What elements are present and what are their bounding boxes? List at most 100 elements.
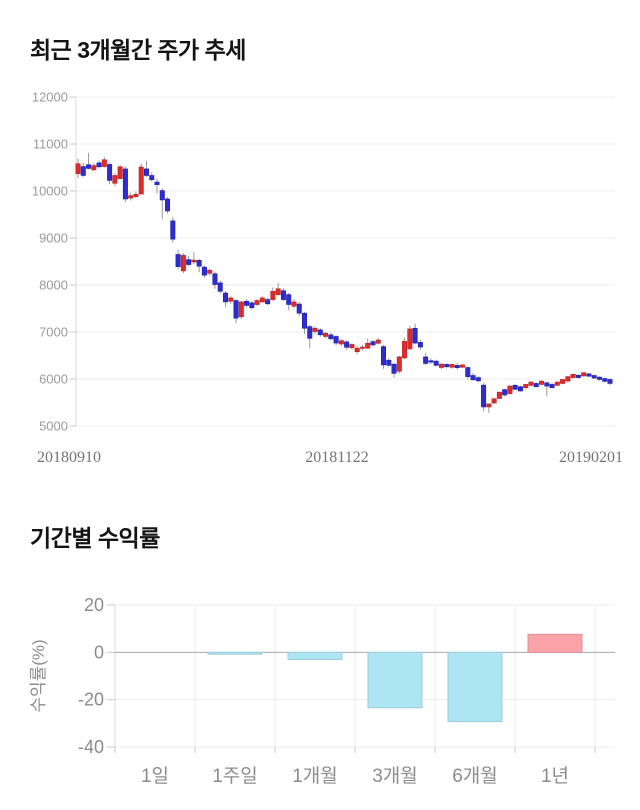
x-date-label: 20180910 [37,449,101,466]
candle-down [212,273,218,285]
candle-down [333,336,339,344]
candle-down [328,334,334,340]
return-bar-negative [367,651,423,709]
candle-down [107,164,113,181]
candle-up [565,376,571,382]
candle-up [407,328,413,350]
candle-up [507,385,513,394]
candle-up [402,341,408,359]
candle-up [365,342,371,349]
candle-up [338,340,344,345]
candle-up [138,166,144,195]
candle-up [228,297,234,302]
returns-bar-chart: 20 0 -20 -40 1일 1주일 1개월 3개월 6개월 1년 수익률(%) [29,595,615,787]
candle-up [101,159,107,167]
category-label: 3개월 [372,765,418,787]
return-bar-negative [207,651,263,655]
candle-up [117,166,123,179]
candle-up [191,259,197,263]
candle-up [438,363,444,368]
candle-down [596,376,602,380]
y-tick-label: 11000 [33,137,68,152]
candle-down [165,198,171,212]
category-label: 6개월 [452,765,498,787]
candle-down [428,360,434,363]
candle-down [307,326,313,339]
candle-down [607,379,613,384]
candle-up [112,175,118,184]
candle-down [222,292,228,303]
candle-down [143,168,149,176]
candle-down [512,385,518,390]
candle-down [244,300,250,306]
candle-up [275,288,281,295]
candle-up [180,255,186,272]
candle-down [186,259,192,265]
returns-chart-title: 기간별 수익률 [30,525,160,551]
candle-up [396,356,402,372]
candle-down [296,303,302,314]
candle-up [133,193,139,197]
candle-down [602,378,608,382]
candle-down [159,190,165,201]
category-label: 1개월 [292,765,338,787]
candle-up [128,195,134,199]
category-label: 1주일 [212,765,258,787]
candle-up [238,301,244,318]
y-tick-label: 5000 [39,419,68,434]
candle-up [570,373,576,378]
candle-down [475,377,481,382]
candle-down [433,360,439,366]
candle-up [554,381,560,386]
candle-up [460,364,466,368]
candle-down [80,166,86,176]
candle-down [170,220,176,240]
y-tick-label: 8000 [39,278,68,293]
candle-down [280,290,286,300]
candle-down [465,367,471,377]
y-tick-label: 10000 [32,184,68,199]
candle-up [523,384,529,388]
candle-up [560,379,566,384]
y-axis-title: 수익률(%) [29,639,48,712]
category-label: 1일 [141,765,169,787]
category-label: 1년 [541,765,569,787]
candle-down [481,384,487,408]
candle-down [586,373,592,377]
candle-down [412,327,418,344]
candle-up [207,269,213,274]
candle-down [470,375,476,381]
y-tick-label: 0 [94,642,104,662]
return-bar-negative [287,651,343,660]
candle-up [254,300,260,305]
candle-down [533,383,539,388]
candle-down [517,386,523,392]
candle-up [496,391,502,399]
candle-down [233,300,239,319]
candle-down [149,175,155,181]
candle-down [86,164,92,169]
y-tick-label: -40 [78,737,104,757]
candle-up [312,327,318,332]
candle-down [96,162,102,168]
candle-up [375,339,381,344]
candle-down [175,254,181,267]
candle-up [259,297,265,303]
candle-down [154,181,160,185]
candle-up [359,346,365,349]
candle-down [417,342,423,348]
candle-up [323,332,329,337]
candle-down [286,294,292,305]
price-chart-title: 최근 3개월간 주가 추세 [30,37,246,63]
candle-down [370,341,376,346]
candle-up [539,380,545,385]
candle-up [270,291,276,300]
candle-down [391,363,397,374]
y-tick-label: 20 [84,595,104,615]
y-tick-label: 12000 [32,90,68,105]
candle-up [291,301,297,307]
candle-down [344,341,350,348]
candlestick-chart: 12000 11000 10000 9000 8000 7000 6000 5000 20180… [32,90,623,467]
candle-down [502,389,508,396]
